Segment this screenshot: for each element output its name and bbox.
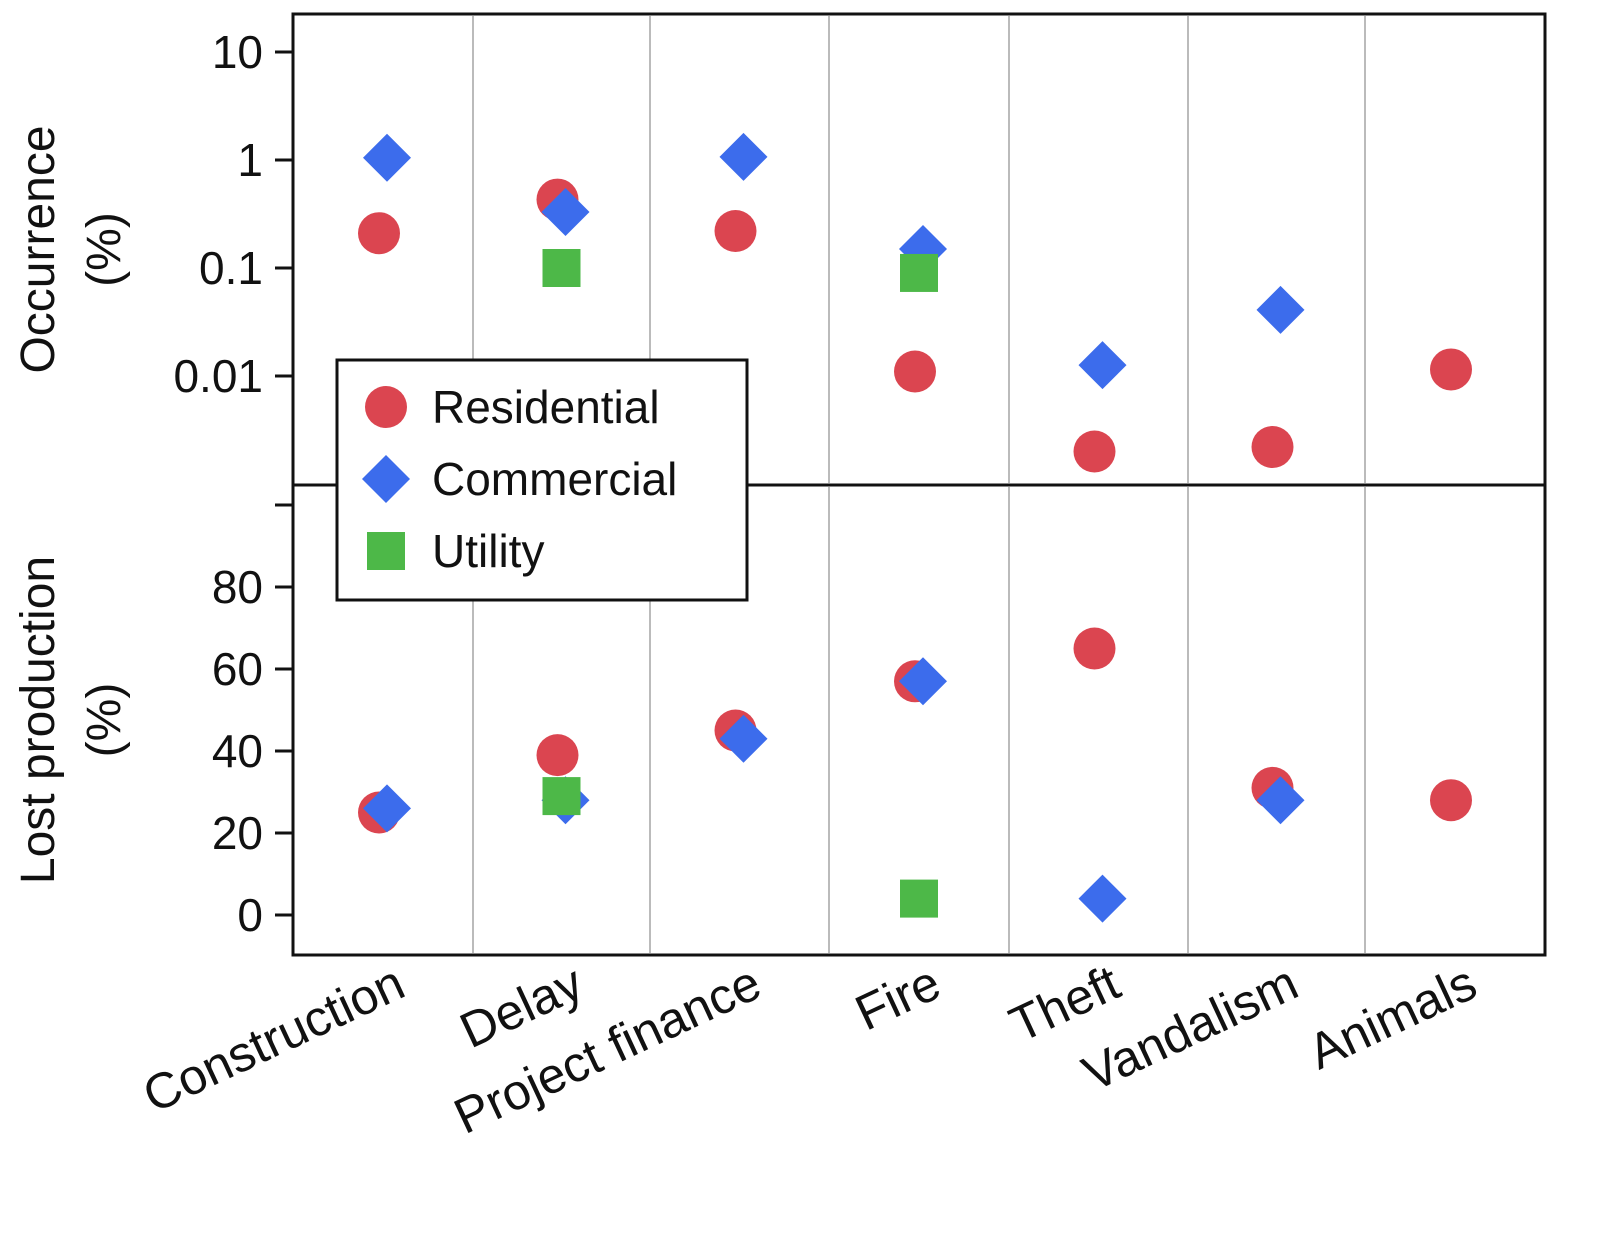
point-commercial-project-finance: [719, 714, 768, 763]
point-residential-animals: [1430, 779, 1472, 822]
point-residential-vandalism: [1251, 426, 1294, 469]
point-commercial-delay: [541, 188, 590, 237]
y-axis-label-line2: (%): [78, 212, 131, 287]
x-tick-label: Construction: [135, 954, 413, 1123]
point-commercial-construction: [363, 784, 411, 833]
legend-marker-utility: [367, 532, 405, 570]
lost-production-y-axis-label: Lost production (%): [12, 556, 131, 884]
x-tick-label: Fire: [847, 954, 949, 1041]
legend-label-residential: Residential: [432, 381, 660, 433]
y-tick-label: 40: [212, 725, 263, 777]
y-tick-label: 80: [212, 561, 263, 613]
point-residential-fire: [894, 350, 936, 393]
y-axis-label-line1: Occurrence: [12, 125, 65, 373]
legend-label-utility: Utility: [432, 525, 544, 577]
point-commercial-fire: [899, 657, 947, 706]
point-residential-theft: [1073, 430, 1116, 473]
point-utility-fire: [900, 253, 938, 292]
point-commercial-construction: [363, 133, 411, 182]
y-axis-label-line1: Lost production: [12, 556, 65, 884]
point-residential-project-finance: [714, 210, 757, 253]
point-residential-animals: [1430, 348, 1472, 391]
point-residential-delay: [536, 734, 579, 777]
point-residential-theft: [1073, 627, 1116, 670]
y-tick-label: 0: [237, 889, 263, 941]
point-commercial-project-finance: [719, 132, 768, 181]
point-commercial-theft: [1078, 874, 1127, 923]
occurrence-y-axis-label: Occurrence (%): [12, 125, 131, 373]
legend: Residential Commercial Utility: [335, 358, 749, 602]
point-residential-construction: [358, 212, 400, 255]
y-tick-label: 0.01: [173, 350, 263, 402]
y-tick-label: 60: [212, 643, 263, 695]
y-tick-label: 20: [212, 807, 263, 859]
legend-marker-residential: [365, 386, 407, 428]
point-commercial-vandalism: [1256, 285, 1305, 334]
point-utility-fire: [900, 879, 938, 918]
point-utility-delay: [542, 777, 581, 816]
point-commercial-theft: [1078, 341, 1127, 390]
y-axis-label-line2: (%): [78, 683, 131, 758]
point-commercial-vandalism: [1256, 776, 1305, 825]
point-utility-delay: [542, 249, 581, 287]
y-tick-label: 0.1: [199, 242, 263, 294]
x-tick-label: Animals: [1300, 954, 1485, 1080]
y-tick-label: 1: [237, 134, 263, 186]
y-tick-label: 10: [212, 26, 263, 78]
legend-label-commercial: Commercial: [432, 453, 677, 505]
legend-marker-commercial: [362, 455, 410, 503]
